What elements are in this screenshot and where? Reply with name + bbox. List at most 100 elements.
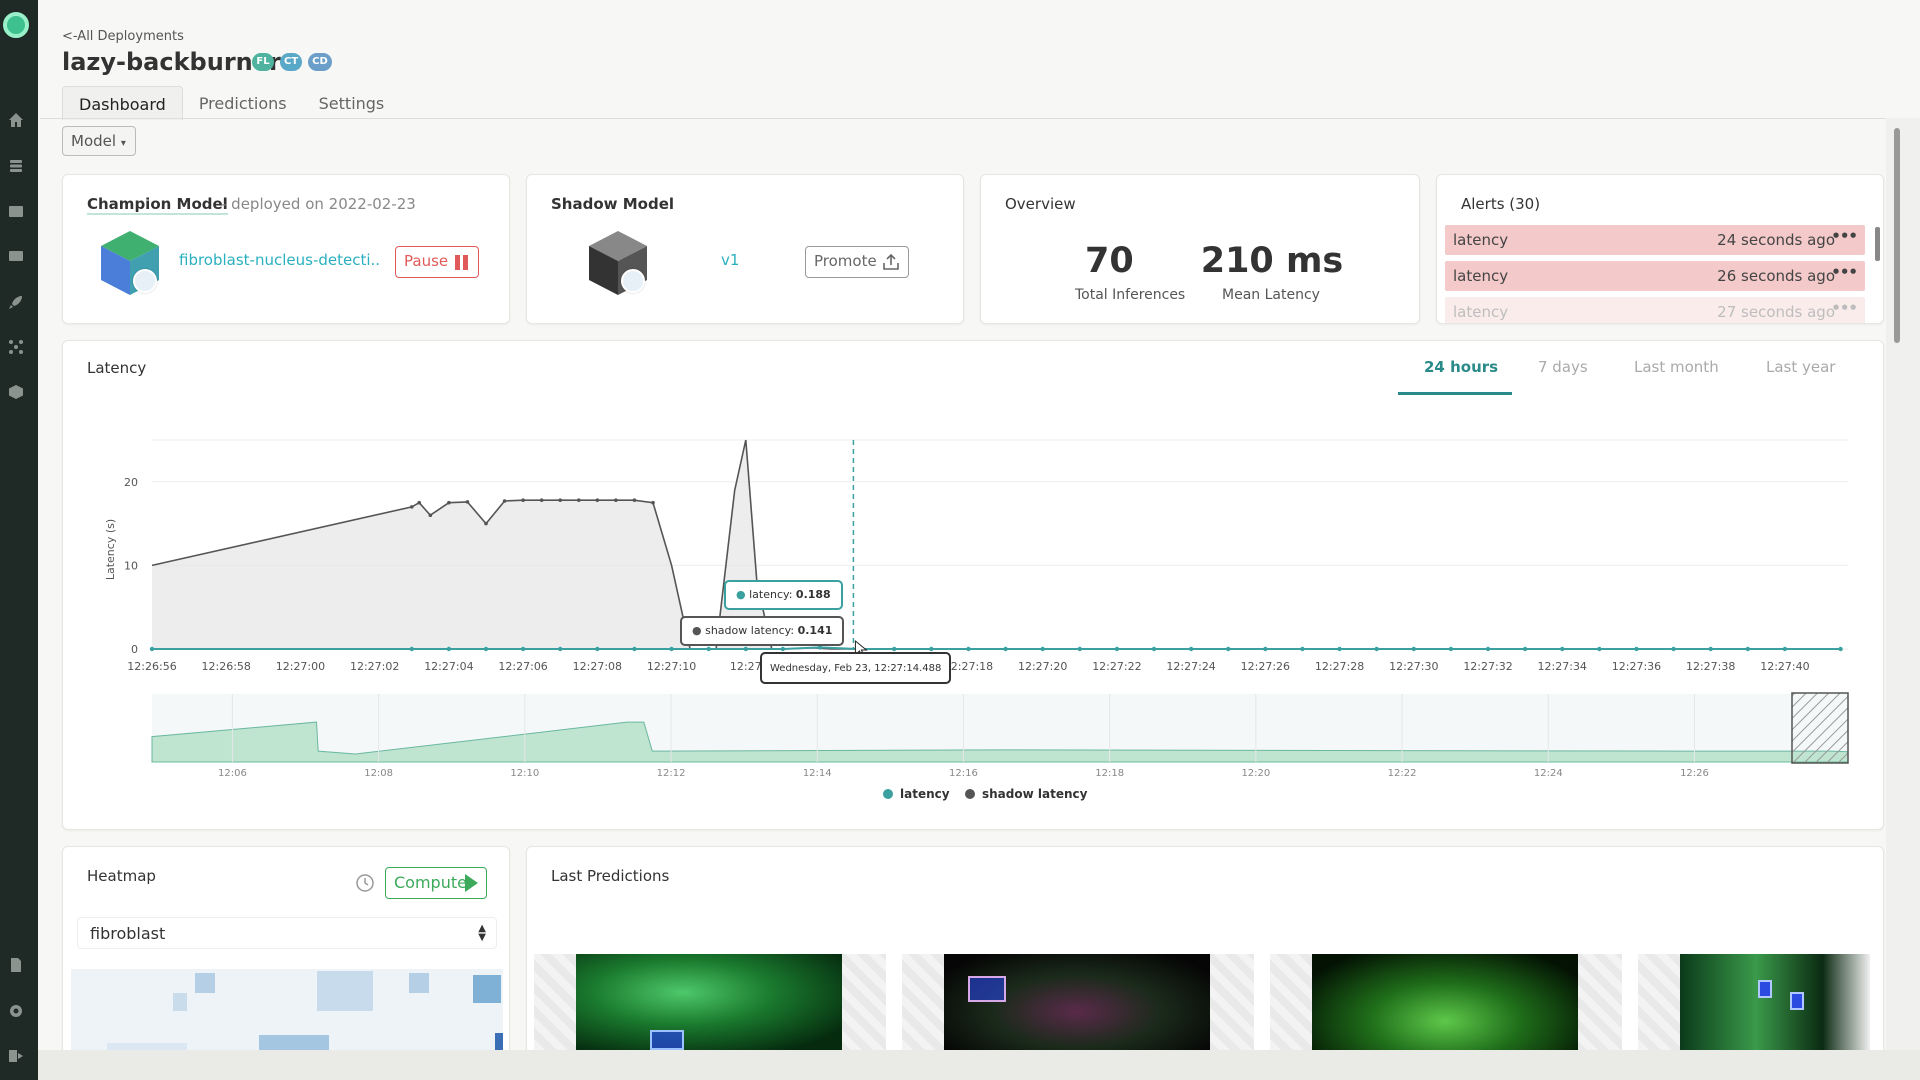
shadow-latency-point <box>428 513 433 518</box>
bottom-strip <box>38 1050 1920 1080</box>
range-tab-7-days[interactable]: 7 days <box>1538 358 1588 376</box>
active-range-indicator <box>1398 392 1512 395</box>
latency-point <box>1374 646 1379 652</box>
inbox-icon[interactable] <box>8 248 24 264</box>
more-options-icon[interactable]: ••• <box>1831 263 1858 281</box>
range-tab-last-month[interactable]: Last month <box>1634 358 1719 376</box>
alerts-scrollbar[interactable] <box>1875 227 1880 261</box>
tooltip-latency-value: 0.188 <box>795 588 831 601</box>
prediction-thumbnail[interactable] <box>534 954 886 1050</box>
x-tick-label: 12:26:56 <box>127 660 176 673</box>
navigator-selection-window <box>1791 692 1849 764</box>
tooltip-shadow-value: 0.141 <box>797 624 833 637</box>
heatmap-class-select[interactable]: fibroblast ▲ ▼ <box>77 917 497 949</box>
x-tick-label: 12:27:02 <box>350 660 399 673</box>
total-inferences-label: Total Inferences <box>1075 287 1186 303</box>
tab-predictions[interactable]: Predictions <box>198 94 287 113</box>
legend-label: shadow latency <box>982 787 1088 801</box>
x-tick-label: 12:27:32 <box>1463 660 1512 673</box>
document-icon[interactable] <box>8 957 24 973</box>
page-scrollbar[interactable] <box>1894 128 1900 343</box>
latency-point <box>1485 646 1491 652</box>
package-icon[interactable] <box>8 384 24 400</box>
latency-point <box>706 646 711 652</box>
rocket-icon[interactable] <box>8 294 24 310</box>
latency-point <box>1188 646 1194 652</box>
latency-point <box>520 646 526 652</box>
alert-item[interactable]: latency 27 seconds ago ••• <box>1445 297 1865 323</box>
alert-name: latency <box>1453 303 1509 321</box>
prediction-image <box>1680 954 1870 1050</box>
latency-point <box>1448 646 1454 652</box>
range-tab-last-year[interactable]: Last year <box>1766 358 1836 376</box>
tooltip-time: Wednesday, Feb 23, 12:27:14.488 <box>760 652 952 684</box>
latency-point <box>1226 646 1231 652</box>
x-tick-label: 12:27:34 <box>1538 660 1587 673</box>
network-icon[interactable] <box>8 339 24 355</box>
heatmap-grid <box>71 969 503 1065</box>
caret-down-icon: ▾ <box>120 138 126 149</box>
y-tick-label: 10 <box>124 559 138 572</box>
last-predictions-title: Last Predictions <box>551 867 670 885</box>
tab-settings[interactable]: Settings <box>318 94 385 113</box>
alert-time: 27 seconds ago <box>1717 303 1835 321</box>
shadow-title: Shadow Model <box>551 195 675 213</box>
alert-name: latency <box>1453 267 1509 285</box>
alert-item[interactable]: latency 26 seconds ago ••• <box>1445 261 1865 291</box>
app-logo[interactable] <box>3 12 29 38</box>
shadow-version-link[interactable]: v1 <box>721 251 740 269</box>
navigator-tick-label: 12:16 <box>949 768 978 779</box>
latency-point <box>1560 646 1565 652</box>
back-to-deployments-link[interactable]: <-All Deployments <box>62 29 184 44</box>
tab-dashboard[interactable]: Dashboard <box>62 86 183 120</box>
latency-point <box>743 646 748 652</box>
pause-button[interactable]: Pause <box>395 246 479 278</box>
microscope-badge-icon <box>133 269 157 293</box>
y-tick-label: 0 <box>131 643 138 656</box>
tooltip-shadow-latency: ● shadow latency: 0.141 <box>680 616 845 646</box>
navigator-tick-label: 12:14 <box>803 768 832 779</box>
prediction-thumbnail[interactable] <box>1270 954 1622 1050</box>
alert-item[interactable]: latency 24 seconds ago ••• <box>1445 225 1865 255</box>
promote-button-label: Promote <box>814 252 877 270</box>
range-tab-24-hours[interactable]: 24 hours <box>1424 358 1499 376</box>
home-icon[interactable] <box>8 112 24 128</box>
clock-icon[interactable] <box>355 873 375 893</box>
tooltip-latency-label: latency: <box>749 588 793 601</box>
settings-gear-icon[interactable] <box>8 1003 24 1019</box>
compute-button[interactable]: Compute <box>385 867 487 899</box>
more-options-icon[interactable]: ••• <box>1831 227 1858 245</box>
latency-point <box>1838 646 1843 652</box>
latency-point <box>1522 646 1528 652</box>
badge-ct: CT <box>280 53 303 71</box>
shadow-latency-point <box>632 498 637 502</box>
latency-point <box>595 646 600 652</box>
champion-model-link[interactable]: fibroblast-nucleus-detecti... <box>179 251 379 269</box>
navigator-tick-label: 12:08 <box>364 768 393 779</box>
sort-arrows-icon: ▲ ▼ <box>478 923 486 943</box>
latency-point <box>966 646 971 652</box>
latency-chart[interactable]: 0 10 20 Latency (s) 12:26:56 12:26:58 12:27:00… <box>62 400 1884 820</box>
x-tick-label: 12:27:06 <box>498 660 547 673</box>
shadow-latency-point <box>595 498 600 502</box>
legend-marker <box>883 789 893 799</box>
prediction-thumbnail[interactable] <box>902 954 1254 1050</box>
shadow-latency-point <box>409 505 414 509</box>
images-icon[interactable] <box>8 203 24 219</box>
promote-button[interactable]: Promote <box>805 246 909 278</box>
x-tick-label: 12:27:24 <box>1166 660 1215 673</box>
deployed-date: - deployed on 2022-02-23 <box>221 195 416 213</box>
navigator-tick-label: 12:10 <box>510 768 539 779</box>
navigator-tick-label: 12:26 <box>1680 768 1709 779</box>
database-icon[interactable] <box>8 158 24 174</box>
x-tick-label: 12:27:36 <box>1612 660 1661 673</box>
latency-point <box>1634 646 1639 652</box>
model-dropdown[interactable]: Model ▾ <box>62 126 136 156</box>
x-tick-label: 12:27:04 <box>424 660 473 673</box>
more-options-icon[interactable]: ••• <box>1831 299 1858 317</box>
prediction-thumbnail[interactable] <box>1638 954 1870 1050</box>
shadow-latency-point <box>614 498 618 502</box>
latency-point <box>1671 646 1676 652</box>
x-tick-label: 12:27:22 <box>1092 660 1141 673</box>
logout-icon[interactable] <box>8 1048 24 1064</box>
